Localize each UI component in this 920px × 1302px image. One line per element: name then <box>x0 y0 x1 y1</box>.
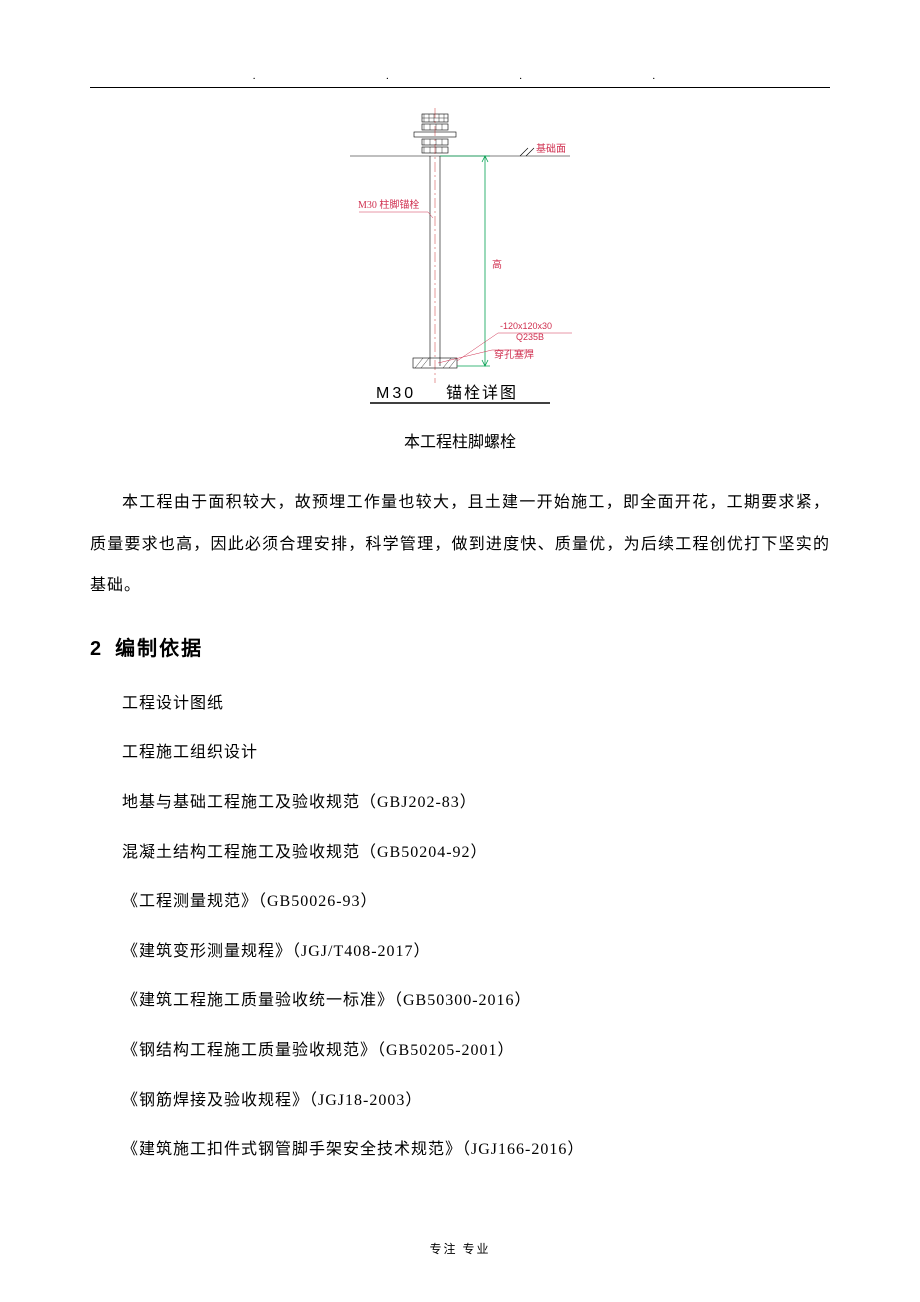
diagram-title-text: 锚栓详图 <box>446 384 518 402</box>
bolt-label: M30 柱脚锚栓 <box>358 198 419 211</box>
section-heading: 2 编制依据 <box>90 632 830 661</box>
diagram-caption: 本工程柱脚螺栓 <box>90 428 830 452</box>
page-container: . . . . 基础面 <box>0 0 920 1227</box>
section-title: 编制依据 <box>115 638 203 660</box>
list-item: 工程施工组织设计 <box>122 740 830 766</box>
list-item: 《钢结构工程施工质量验收规范》（GB50205-2001） <box>122 1038 830 1064</box>
section-number: 2 <box>90 638 103 660</box>
bolt-diagram-svg: 基础面 <box>310 108 610 418</box>
list-item: 《建筑工程施工质量验收统一标准》（GB50300-2016） <box>122 988 830 1014</box>
list-item: 混凝土结构工程施工及验收规范（GB50204-92） <box>122 840 830 866</box>
intro-paragraph: 本工程由于面积较大，故预埋工作量也较大，且土建一开始施工，即全面开花，工期要求紧… <box>90 482 830 607</box>
plate-label-1: -120x120x30 <box>500 321 552 331</box>
diagram-title-code: M30 <box>376 385 416 402</box>
list-item: 《钢筋焊接及验收规程》（JGJ18-2003） <box>122 1088 830 1114</box>
list-item: 《建筑变形测量规程》（JGJ/T408-2017） <box>122 939 830 965</box>
list-item: 《工程测量规范》（GB50026-93） <box>122 889 830 915</box>
page-footer: 专注 专业 <box>0 1240 920 1257</box>
plate-label-2: Q235B <box>516 332 544 342</box>
bolt-diagram: 基础面 <box>90 108 830 418</box>
list-item: 工程设计图纸 <box>122 691 830 717</box>
hole-label: 穿孔塞焊 <box>494 348 534 361</box>
header-rule: . . . . <box>90 70 830 88</box>
reference-list: 工程设计图纸 工程施工组织设计 地基与基础工程施工及验收规范（GBJ202-83… <box>90 691 830 1163</box>
surface-label: 基础面 <box>536 142 566 155</box>
height-label: 高 <box>492 258 502 271</box>
list-item: 地基与基础工程施工及验收规范（GBJ202-83） <box>122 790 830 816</box>
list-item: 《建筑施工扣件式钢管脚手架安全技术规范》（JGJ166-2016） <box>122 1137 830 1163</box>
